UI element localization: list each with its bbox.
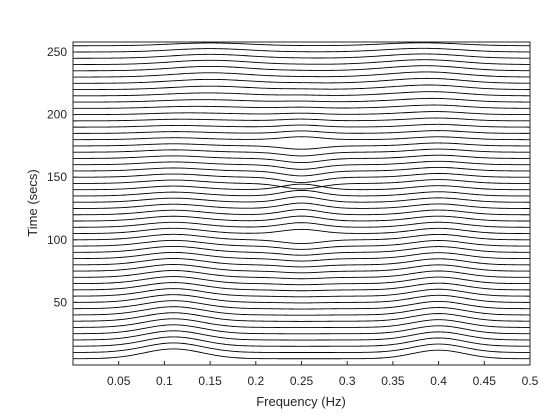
spectrum-trace: [73, 123, 530, 128]
x-tick-label: 0.4: [430, 374, 447, 388]
spectrum-trace: [73, 221, 531, 228]
spectrum-trace: [72, 342, 530, 353]
x-tick-label: 0.1: [156, 374, 173, 388]
spectrum-trace: [73, 245, 530, 256]
spectrum-trace: [72, 251, 530, 262]
spectrum-trace: [72, 202, 530, 209]
y-tick-label: 100: [47, 233, 67, 247]
y-axis: 50 100 150 200 250: [47, 45, 77, 309]
x-axis-label: Frequency (Hz): [256, 394, 346, 409]
spectrum-trace: [72, 77, 531, 84]
spectrum-trace: [73, 84, 531, 91]
spectrum-trace: [73, 306, 531, 316]
y-tick-label: 250: [47, 45, 67, 59]
spectrum-trace: [73, 233, 531, 245]
spectrum-trace: [73, 227, 531, 234]
spectrum-trace: [73, 47, 531, 53]
y-axis-label: Time (secs): [25, 169, 40, 236]
spectrum-trace: [73, 173, 530, 183]
spectrum-trace: [72, 348, 530, 360]
x-tick-label: 0.2: [247, 374, 264, 388]
spectrum-trace: [72, 318, 531, 329]
y-tick-label: 50: [54, 295, 68, 309]
spectrum-trace: [73, 154, 530, 164]
spectrum-trace: [73, 130, 530, 134]
spectrum-trace: [72, 59, 531, 65]
spectrum-trace: [73, 288, 530, 298]
spectrum-trace: [73, 111, 531, 116]
spectrum-trace: [73, 97, 531, 103]
spectrum-trace: [73, 215, 531, 222]
x-tick-label: 0.45: [473, 374, 497, 388]
x-tick-label: 0.25: [290, 374, 314, 388]
x-tick-label: 0.3: [339, 374, 356, 388]
spectrum-trace: [72, 65, 531, 72]
spectrum-trace: [72, 209, 530, 216]
spectrum-trace: [72, 330, 531, 341]
spectrum-trace: [73, 294, 531, 304]
x-tick-label: 0.15: [198, 374, 222, 388]
x-tick-label: 0.5: [522, 374, 539, 388]
y-tick-label: 200: [47, 108, 67, 122]
spectrum-trace: [73, 91, 531, 97]
spectrum-trace: [73, 239, 531, 250]
spectrum-trace: [72, 312, 531, 322]
spectrum-trace: [73, 117, 530, 122]
spectrum-trace: [73, 42, 531, 47]
spectrum-trace: [73, 53, 531, 59]
spectrum-trace: [73, 166, 530, 177]
y-tick-label: 150: [47, 170, 67, 184]
spectrum-trace: [72, 142, 530, 150]
spectrum-trace: [72, 258, 530, 268]
spectrum-trace: [72, 336, 530, 347]
spectrum-trace: [72, 270, 530, 280]
spectrum-trace: [73, 160, 530, 170]
x-tick-label: 0.35: [381, 374, 405, 388]
spectrum-trace: [72, 71, 531, 78]
spectrum-trace: [72, 282, 530, 292]
x-axis: 0.05 0.1 0.15 0.2 0.25 0.3 0.35 0.4 0.45 0.5: [107, 361, 539, 388]
x-tick-label: 0.05: [107, 374, 131, 388]
spectrum-trace: [73, 148, 530, 157]
spectrum-trace: [72, 264, 530, 274]
trace-group: [72, 42, 531, 360]
spectrum-trace: [73, 183, 530, 191]
spectrum-trace: [72, 324, 531, 335]
spectrum-trace: [73, 300, 531, 310]
spectrum-trace: [73, 104, 531, 109]
spectrum-trace: [73, 179, 530, 190]
spectrum-trace: [72, 196, 530, 203]
spectrum-trace: [72, 136, 530, 141]
spectrum-trace: [73, 189, 530, 197]
spectrum-trace: [72, 276, 530, 286]
